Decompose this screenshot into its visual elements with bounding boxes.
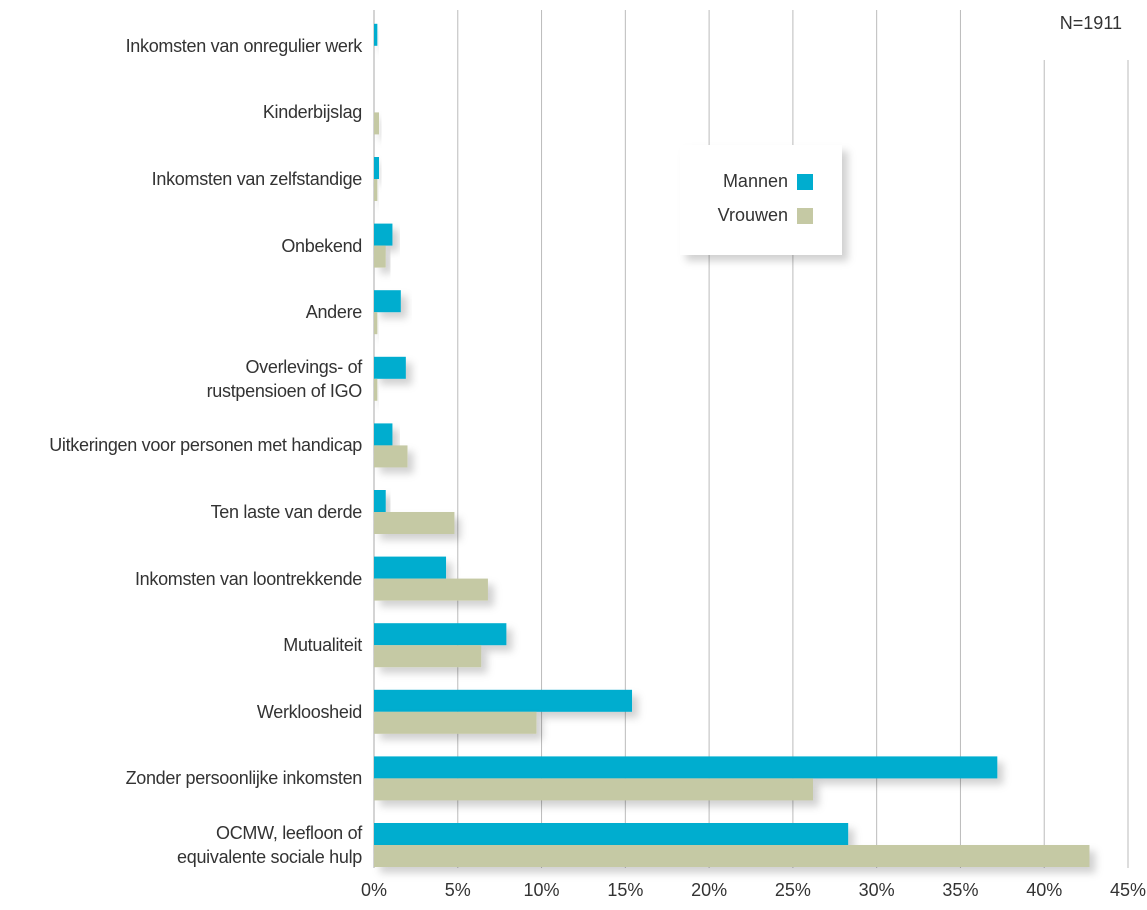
x-tick-label: 15% [607, 880, 643, 900]
x-tick-label: 35% [942, 880, 978, 900]
bar [374, 623, 507, 646]
bar [374, 378, 378, 401]
bar [374, 512, 455, 534]
y-tick-label: Overlevings- of rustpensioen of IGO [206, 356, 363, 401]
bar [374, 312, 378, 335]
x-tick-label: 0% [361, 880, 387, 900]
bar [374, 490, 386, 512]
y-tick-label: Werkloosheid [256, 701, 362, 722]
y-tick-label: Inkomsten van loontrekkende [134, 568, 362, 589]
legend-swatch [797, 208, 813, 224]
x-tick-label: 10% [524, 880, 560, 900]
bar [374, 112, 380, 135]
legend-swatch [797, 174, 813, 190]
bar [374, 157, 380, 179]
bar [374, 756, 998, 779]
y-tick-label: OCMW, leefloon of equivalente sociale hu… [177, 823, 362, 867]
y-tick-label: Onbekend [281, 235, 362, 256]
bar [374, 689, 633, 712]
y-tick-label: Mutualiteit [283, 635, 362, 656]
bar [374, 423, 393, 446]
x-tick-label: 20% [691, 880, 727, 900]
legend-label: Vrouwen [718, 205, 788, 225]
annotation: N=1911 [1060, 13, 1122, 33]
x-tick-label: 25% [775, 880, 811, 900]
bar [374, 823, 849, 845]
bar [374, 290, 401, 313]
bar [374, 23, 378, 46]
x-tick-label: 40% [1026, 880, 1062, 900]
y-tick-label: Zonder persoonlijke inkomsten [125, 768, 363, 789]
bar [374, 645, 482, 668]
bar [374, 179, 378, 201]
legend-label: Mannen [723, 171, 788, 191]
bar [374, 778, 813, 801]
x-tick-label: 30% [859, 880, 895, 900]
y-tick-label: Ten laste van derde [210, 502, 363, 522]
bar [374, 578, 488, 601]
y-tick-label: Inkomsten van onregulier werk [125, 35, 363, 56]
x-tick-label: 45% [1110, 880, 1146, 900]
x-tick-label: 5% [445, 880, 471, 900]
bar [374, 356, 406, 379]
bar [374, 223, 393, 246]
bar [374, 556, 447, 579]
bar [374, 245, 386, 268]
bar [374, 845, 1090, 867]
y-tick-label: Inkomsten van zelfstandige [151, 169, 363, 189]
bar [374, 445, 408, 468]
y-tick-label: Uitkeringen voor personen met handicap [49, 435, 362, 456]
legend-box [680, 145, 842, 255]
y-tick-label: Andere [305, 302, 363, 323]
bar [374, 711, 537, 734]
y-tick-label: Kinderbijslag [262, 102, 362, 123]
